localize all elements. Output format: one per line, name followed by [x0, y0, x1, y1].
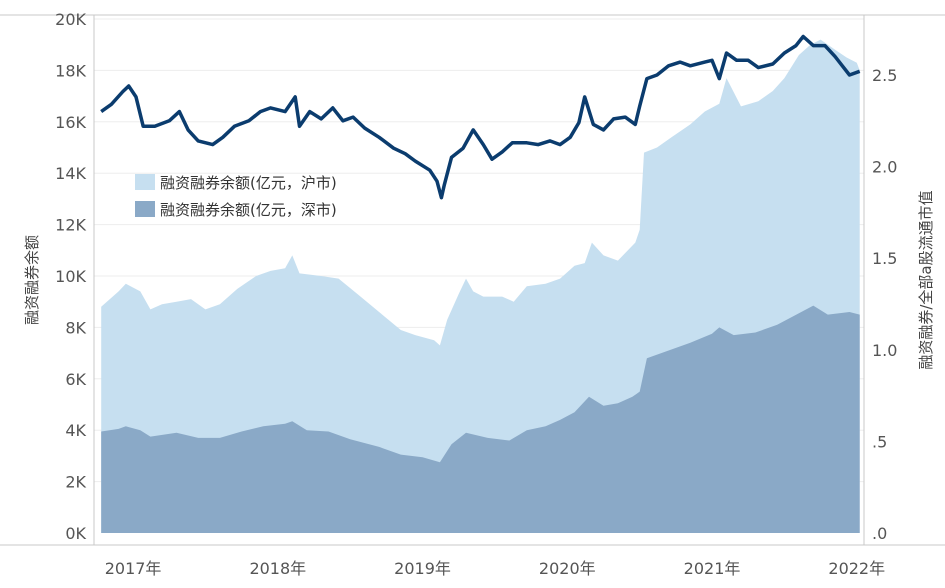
x-tick-label: 2022年: [828, 559, 885, 578]
legend-swatch-sh: [135, 174, 155, 190]
y-left-tick-label: 16K: [55, 113, 86, 132]
y-right-axis-title: 融资融券/全部a股流通市值: [917, 190, 935, 369]
axes: [0, 14, 945, 546]
y-left-tick-label: 6K: [65, 370, 86, 389]
area-shenzhen: [101, 305, 860, 533]
y-left-tick-label: 20K: [55, 10, 86, 29]
y-left-tick-label: 14K: [55, 164, 86, 183]
y-right-tick-label: .5: [872, 432, 887, 451]
area-series: [101, 39, 860, 533]
x-tick-label: 2020年: [539, 559, 596, 578]
left-axis-ticks: 0K 2K 4K 6K 8K 10K 12K 14K 16K 18K 20K: [55, 10, 86, 543]
y-right-tick-label: 2.5: [872, 66, 897, 85]
y-left-tick-label: 10K: [55, 267, 86, 286]
ratio-line-series: [100, 34, 861, 200]
y-right-tick-label: 2.0: [872, 158, 897, 177]
y-left-tick-label: 8K: [65, 318, 86, 337]
y-left-tick-label: 4K: [65, 421, 86, 440]
y-left-tick-label: 12K: [55, 216, 86, 235]
x-axis-ticks: 2017年 2018年 2019年 2020年 2021年 2022年: [105, 559, 885, 578]
line-ratio: [100, 34, 861, 200]
legend-swatch-sz: [135, 201, 155, 217]
y-right-tick-label: 1.5: [872, 249, 897, 268]
y-left-axis-title: 融资融券余额: [23, 235, 41, 325]
x-tick-label: 2019年: [394, 559, 451, 578]
y-right-tick-label: 1.0: [872, 341, 897, 360]
legend-label-sz: 融资融券余额(亿元，深市): [160, 201, 337, 219]
right-axis-ticks: .0 .5 1.0 1.5 2.0 2.5: [872, 66, 897, 543]
legend-label-sh: 融资融券余额(亿元，沪市): [160, 174, 337, 192]
y-right-tick-label: .0: [872, 524, 887, 543]
y-left-tick-label: 18K: [55, 61, 86, 80]
y-left-tick-label: 2K: [65, 473, 86, 492]
x-tick-label: 2018年: [249, 559, 306, 578]
x-tick-label: 2021年: [684, 559, 741, 578]
x-tick-label: 2017年: [105, 559, 162, 578]
y-left-tick-label: 0K: [65, 524, 86, 543]
legend: 融资融券余额(亿元，沪市) 融资融券余额(亿元，深市): [135, 174, 337, 219]
